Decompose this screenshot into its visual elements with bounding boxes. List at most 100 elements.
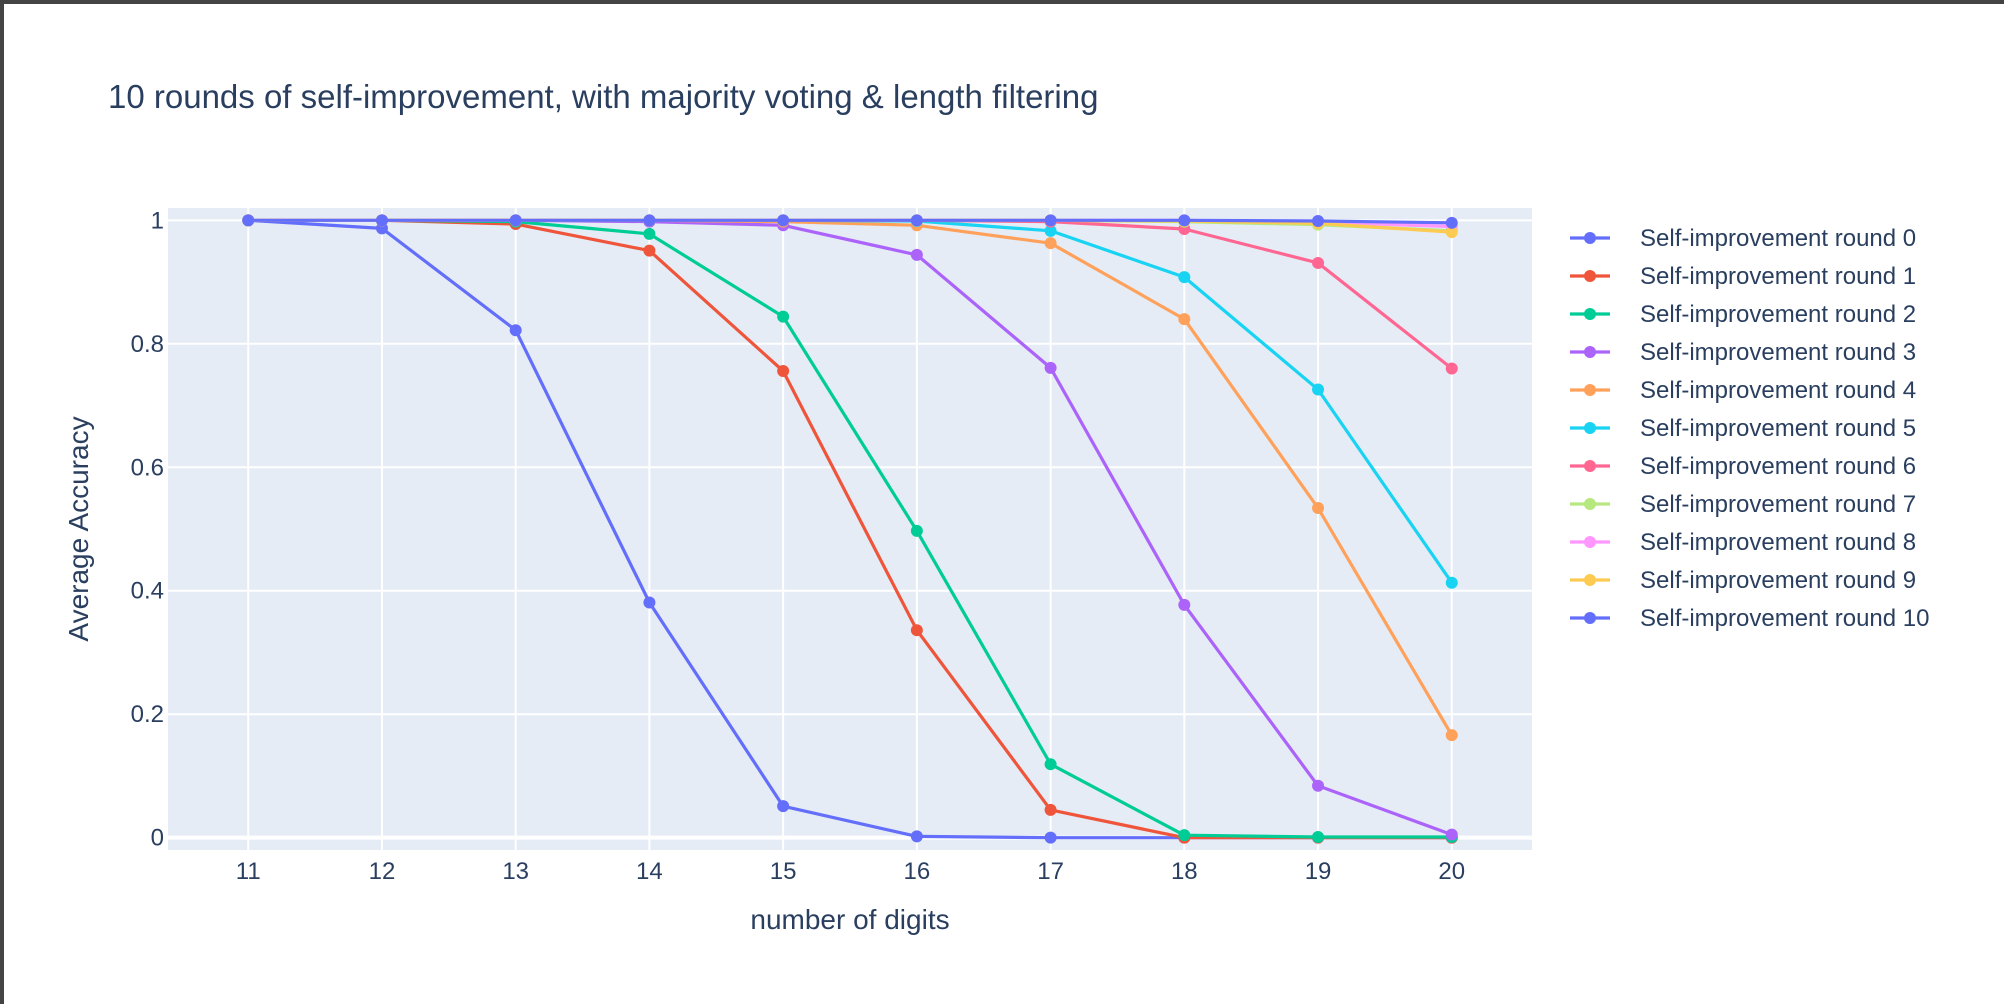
legend-item[interactable]: Self-improvement round 1 <box>1570 263 1916 290</box>
data-point[interactable] <box>910 830 923 843</box>
legend-swatch-marker <box>1584 536 1596 548</box>
legend-swatch-marker <box>1584 460 1596 472</box>
data-point[interactable] <box>1312 214 1325 227</box>
data-point[interactable] <box>643 244 656 257</box>
x-axis-ticks: 11 12 13 14 15 16 17 18 19 20 <box>236 858 1465 885</box>
x-tick-label: 17 <box>1037 858 1064 885</box>
legend-label: Self-improvement round 9 <box>1640 567 1916 594</box>
legend-swatch-marker <box>1584 270 1596 282</box>
y-tick-label: 0.6 <box>131 454 164 481</box>
data-point[interactable] <box>1044 237 1057 250</box>
data-point[interactable] <box>643 214 656 227</box>
data-point[interactable] <box>1178 271 1191 284</box>
data-point[interactable] <box>910 248 923 261</box>
legend-swatch-marker <box>1584 574 1596 586</box>
plot-area <box>168 208 1532 850</box>
x-tick-label: 19 <box>1305 858 1332 885</box>
y-tick-label: 0.4 <box>131 578 164 605</box>
legend-swatch-marker <box>1584 384 1596 396</box>
y-axis-title: Average Accuracy <box>63 416 94 641</box>
legend-item[interactable]: Self-improvement round 9 <box>1570 567 1916 594</box>
data-point[interactable] <box>1445 216 1458 229</box>
data-point[interactable] <box>777 364 790 377</box>
legend-label: Self-improvement round 0 <box>1640 225 1916 252</box>
data-point[interactable] <box>910 214 923 227</box>
data-point[interactable] <box>1044 224 1057 237</box>
chart-title: 10 rounds of self-improvement, with majo… <box>108 78 1098 115</box>
data-point[interactable] <box>1044 758 1057 771</box>
legend[interactable]: Self-improvement round 0 Self-improvement… <box>1570 225 1929 632</box>
x-tick-label: 13 <box>502 858 529 885</box>
data-point[interactable] <box>1312 831 1325 844</box>
legend-item[interactable]: Self-improvement round 6 <box>1570 453 1916 480</box>
y-tick-label: 0 <box>151 825 164 852</box>
legend-item[interactable]: Self-improvement round 10 <box>1570 605 1929 632</box>
legend-item[interactable]: Self-improvement round 3 <box>1570 339 1916 366</box>
data-point[interactable] <box>777 214 790 227</box>
legend-label: Self-improvement round 3 <box>1640 339 1916 366</box>
data-point[interactable] <box>1312 502 1325 515</box>
series-lines <box>242 214 1458 844</box>
data-point[interactable] <box>643 227 656 240</box>
legend-item[interactable]: Self-improvement round 4 <box>1570 377 1916 404</box>
legend-item[interactable]: Self-improvement round 8 <box>1570 529 1916 556</box>
legend-label: Self-improvement round 6 <box>1640 453 1916 480</box>
data-point[interactable] <box>1178 598 1191 611</box>
y-axis-ticks: 0 0.2 0.4 0.6 0.8 1 <box>131 207 164 851</box>
legend-label: Self-improvement round 2 <box>1640 301 1916 328</box>
data-point[interactable] <box>1445 576 1458 589</box>
legend-item[interactable]: Self-improvement round 2 <box>1570 301 1916 328</box>
legend-label: Self-improvement round 10 <box>1640 605 1929 632</box>
legend-swatch-marker <box>1584 422 1596 434</box>
data-point[interactable] <box>777 800 790 813</box>
data-point[interactable] <box>910 624 923 637</box>
x-tick-label: 20 <box>1438 858 1465 885</box>
legend-label: Self-improvement round 7 <box>1640 491 1916 518</box>
x-tick-label: 11 <box>236 858 261 885</box>
data-point[interactable] <box>643 596 656 609</box>
data-point[interactable] <box>509 324 522 337</box>
legend-label: Self-improvement round 1 <box>1640 263 1916 290</box>
data-point[interactable] <box>509 214 522 227</box>
x-tick-label: 14 <box>636 858 663 885</box>
data-point[interactable] <box>1312 779 1325 792</box>
legend-item[interactable]: Self-improvement round 7 <box>1570 491 1916 518</box>
data-point[interactable] <box>1445 828 1458 841</box>
x-tick-label: 12 <box>369 858 396 885</box>
data-point[interactable] <box>777 310 790 323</box>
data-point[interactable] <box>1044 214 1057 227</box>
data-point[interactable] <box>1178 214 1191 227</box>
data-point[interactable] <box>242 214 255 227</box>
legend-label: Self-improvement round 5 <box>1640 415 1916 442</box>
x-tick-label: 18 <box>1171 858 1198 885</box>
legend-swatch-marker <box>1584 232 1596 244</box>
data-point[interactable] <box>1044 803 1057 816</box>
line-chart: 10 rounds of self-improvement, with majo… <box>63 78 1929 935</box>
data-point[interactable] <box>910 524 923 537</box>
series-10[interactable] <box>242 214 1458 229</box>
legend-item[interactable]: Self-improvement round 0 <box>1570 225 1916 252</box>
x-axis-title: number of digits <box>750 904 949 935</box>
legend-swatch-marker <box>1584 308 1596 320</box>
legend-swatch-marker <box>1584 612 1596 624</box>
data-point[interactable] <box>1445 362 1458 375</box>
data-point[interactable] <box>1178 313 1191 326</box>
data-point[interactable] <box>1312 256 1325 269</box>
y-tick-label: 1 <box>151 207 164 234</box>
legend-swatch-marker <box>1584 498 1596 510</box>
x-tick-label: 16 <box>904 858 931 885</box>
legend-swatch-marker <box>1584 346 1596 358</box>
legend-label: Self-improvement round 8 <box>1640 529 1916 556</box>
data-point[interactable] <box>1044 831 1057 844</box>
legend-item[interactable]: Self-improvement round 5 <box>1570 415 1916 442</box>
data-point[interactable] <box>375 214 388 227</box>
data-point[interactable] <box>1312 383 1325 396</box>
data-point[interactable] <box>1445 226 1458 239</box>
data-point[interactable] <box>1044 361 1057 374</box>
y-tick-label: 0.8 <box>131 331 164 358</box>
data-point[interactable] <box>1178 829 1191 842</box>
series-line[interactable] <box>248 218 1452 225</box>
data-point[interactable] <box>1445 729 1458 742</box>
y-tick-label: 0.2 <box>131 701 164 728</box>
